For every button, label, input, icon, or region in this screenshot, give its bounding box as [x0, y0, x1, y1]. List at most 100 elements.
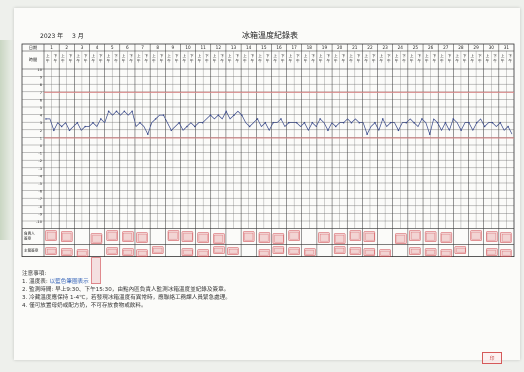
day-label: 26: [428, 45, 434, 50]
signature-stamp: [470, 230, 482, 241]
time-pm-label: 午: [281, 58, 285, 63]
signature-stamp: [197, 249, 209, 257]
day-label: 9: [172, 45, 175, 50]
signature-stamp-inner: [335, 247, 345, 253]
time-pm-label: 午: [357, 58, 361, 63]
time-am-label: 午: [137, 58, 141, 63]
signature-stamp: [242, 231, 255, 242]
signature-stamp: [45, 230, 57, 241]
temperature-point: [436, 121, 439, 124]
time-am-label: 上: [289, 53, 293, 58]
temperature-point: [287, 121, 290, 124]
time-am-label: 午: [455, 58, 459, 63]
temp-axis-label: 10: [37, 68, 42, 72]
signature-stamp: [227, 247, 239, 255]
time-am-label: 午: [273, 58, 277, 63]
note-line-3: 3. 冷藏溫度應保持 1-4℃，若發現冰箱溫度有異常時，應聯絡工務課人員緊急處理…: [22, 295, 231, 301]
day-label: 8: [156, 45, 159, 50]
temp-axis-label: -8: [38, 205, 42, 209]
temperature-point: [468, 121, 470, 124]
temperature-point: [225, 110, 227, 113]
time-am-label: 上: [182, 53, 186, 58]
time-pm-label: 午: [236, 58, 240, 63]
signature-stamp-inner: [502, 250, 511, 256]
temp-axis-label: -5: [38, 182, 42, 186]
day-label: 20: [337, 45, 343, 50]
temp-axis-label: -7: [38, 197, 42, 201]
time-am-label: 上: [501, 53, 505, 58]
temp-axis-label: -3: [38, 167, 42, 171]
time-am-label: 午: [228, 58, 232, 63]
temperature-point: [381, 118, 384, 120]
temperature-point: [264, 121, 267, 124]
signature-stamp: [395, 233, 407, 244]
corner-stamp: 印: [482, 352, 502, 364]
time-pm-label: 午: [145, 58, 149, 63]
time-am-label: 午: [213, 58, 217, 63]
time-pm-label: 午: [99, 58, 103, 63]
signature-stamp-inner: [456, 247, 466, 253]
time-pm-label: 午: [84, 58, 88, 63]
signature-stamp: [106, 230, 118, 241]
time-am-label: 午: [76, 58, 80, 63]
note-line-4: 4. 僅可放置母奶或配方奶，不可存放食物或飲料。: [22, 303, 147, 309]
signature-stamp-inner: [365, 232, 375, 241]
temp-axis-label: 1: [40, 136, 42, 140]
grid-labels: 1上午下午2上午下午3上午下午4上午下午5上午下午6上午下午7上午下午8上午下午…: [24, 45, 512, 252]
time-pm-label: 下: [205, 54, 209, 58]
time-pm-label: 午: [266, 58, 270, 63]
signature-stamp-inner: [380, 250, 390, 256]
signature-stamp-inner: [213, 247, 223, 253]
time-am-label: 上: [395, 53, 399, 58]
time-pm-label: 下: [54, 54, 58, 58]
time-am-label: 午: [486, 58, 490, 63]
signature-stamp: [409, 230, 421, 241]
temperature-point: [311, 121, 314, 124]
time-pm-label: 下: [69, 54, 73, 58]
signature-stamp-inner: [335, 234, 345, 243]
signature-stamp: [90, 233, 103, 244]
temperature-line: [46, 110, 513, 136]
time-am-label: 午: [395, 58, 399, 63]
day-label: 24: [398, 45, 404, 50]
temperature-point: [358, 121, 361, 124]
time-pm-label: 下: [326, 54, 330, 58]
signature-stamp-inner: [107, 248, 117, 254]
temperature-point: [303, 121, 306, 124]
signature-stamp: [258, 232, 271, 243]
form-title: 冰箱溫度紀錄表: [242, 30, 298, 40]
time-am-label: 上: [471, 53, 475, 58]
temperature-point: [405, 121, 408, 124]
temperature-point: [256, 118, 259, 120]
time-pm-label: 下: [145, 54, 149, 58]
time-pm-label: 午: [205, 58, 209, 63]
time-pm-label: 下: [448, 54, 452, 58]
signature-stamp: [454, 246, 467, 254]
temperature-point: [366, 133, 368, 135]
signature-stamp: [258, 249, 271, 257]
time-am-label: 午: [471, 58, 475, 63]
day-label: 11: [201, 45, 207, 50]
temperature-point: [53, 129, 55, 132]
time-pm-label: 下: [433, 54, 437, 58]
day-label: 31: [504, 45, 510, 50]
signature-stamp: [424, 248, 437, 256]
grid: [21, 43, 515, 258]
time-pm-label: 午: [493, 58, 497, 63]
time-am-label: 午: [91, 58, 95, 63]
temperature-point: [421, 118, 423, 120]
time-pm-label: 午: [342, 58, 346, 63]
signature-stamp: [61, 248, 73, 256]
signature-stamp-inner: [441, 250, 451, 256]
signature-stamp-inner: [289, 248, 299, 254]
temperature-point: [397, 129, 400, 132]
signature-stamp-inner: [153, 247, 163, 253]
temperature-point: [389, 121, 392, 124]
temperature-point: [295, 121, 298, 124]
supervisor-label: 主管簽章: [24, 248, 39, 253]
signature-stamp-inner: [198, 250, 208, 256]
time-pm-label: 下: [236, 54, 240, 58]
time-am-label: 午: [304, 58, 308, 63]
signature-stamp: [272, 246, 285, 254]
signature-stamp: [122, 231, 134, 242]
